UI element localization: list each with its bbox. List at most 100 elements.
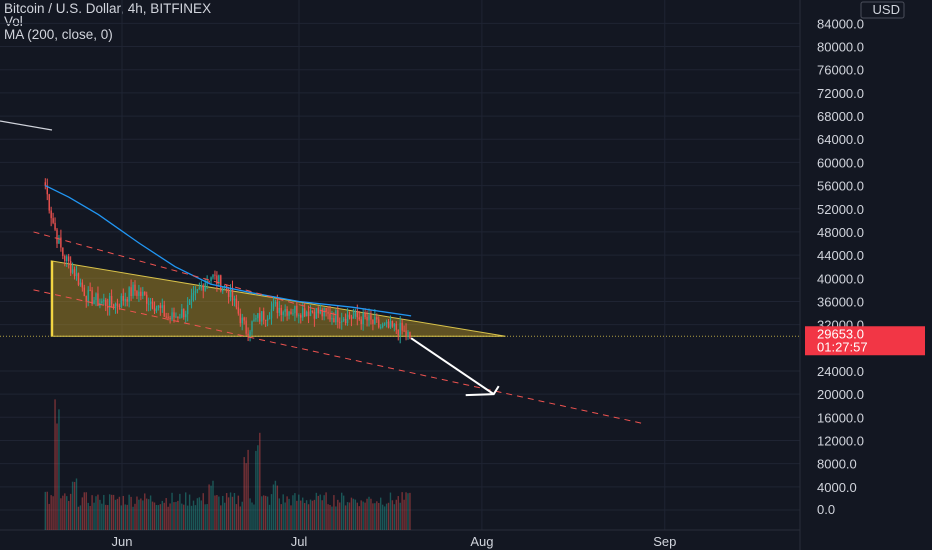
candle-body: [146, 294, 148, 304]
volume-bar: [101, 503, 103, 530]
volume-bar: [354, 499, 357, 530]
candle-body: [313, 311, 316, 319]
candle-body: [331, 318, 333, 320]
candle-body: [268, 318, 271, 320]
candle-body: [368, 315, 370, 321]
volume-bar: [261, 496, 263, 530]
price-tick-label: 56000.0: [817, 179, 864, 194]
volume-bar: [68, 500, 70, 530]
candle-body: [348, 314, 351, 318]
volume-bar: [165, 498, 167, 530]
volume-indicator-label[interactable]: Vol: [4, 14, 23, 29]
volume-bar: [290, 505, 292, 530]
candle-body: [181, 308, 183, 318]
candle-body: [311, 310, 314, 312]
volume-bar: [249, 498, 251, 530]
price-tick-label: 84000.0: [817, 16, 864, 31]
candle-body: [354, 311, 357, 317]
candle-body: [177, 316, 179, 319]
volume-bar: [374, 503, 376, 530]
candle-body: [380, 327, 382, 329]
volume-bar: [204, 504, 206, 530]
bar-countdown: 01:27:57: [817, 339, 868, 354]
volume-bar: [378, 503, 380, 530]
candle-body: [305, 311, 308, 317]
volume-bar: [210, 485, 212, 530]
volume-bar: [341, 492, 343, 530]
candle-body: [337, 310, 339, 323]
candle-body: [389, 321, 392, 328]
symbol-title[interactable]: Bitcoin / U.S. Dollar, 4h, BITFINEX: [4, 1, 212, 16]
currency-label: USD: [873, 2, 900, 17]
volume-bar: [75, 478, 78, 530]
volume-bar: [173, 502, 175, 530]
candle-body: [140, 291, 142, 296]
candle-body: [241, 317, 243, 324]
candle-body: [288, 311, 290, 316]
volume-bar: [329, 504, 331, 530]
volume-bar: [383, 506, 386, 530]
volume-bar: [268, 504, 271, 530]
candle-body: [255, 318, 257, 320]
volume-bar: [342, 495, 345, 530]
volume-bar: [401, 492, 403, 530]
volume-bar: [325, 492, 327, 530]
candle-body: [385, 321, 388, 324]
candle-body: [118, 305, 121, 307]
candle-body: [317, 308, 319, 314]
volume-bar: [319, 494, 321, 530]
volume-bar: [124, 504, 126, 530]
volume-bar: [280, 504, 282, 530]
volume-bar: [134, 503, 136, 530]
volume-bar: [128, 494, 130, 530]
price-tick-label: 4000.0: [817, 480, 857, 495]
candle-body: [216, 275, 218, 285]
candle-body: [360, 319, 362, 325]
price-tick-label: 44000.0: [817, 248, 864, 263]
candle-body: [263, 311, 265, 320]
candle-body: [298, 315, 300, 317]
volume-bar: [294, 493, 296, 530]
volume-bar: [302, 497, 304, 530]
volume-bar: [194, 505, 197, 530]
volume-bar: [196, 498, 199, 530]
volume-bar: [169, 503, 171, 530]
candle-body: [282, 311, 284, 315]
volume-bar: [245, 463, 247, 530]
volume-bar: [130, 496, 132, 530]
volume-bar: [99, 499, 101, 530]
volume-bar: [64, 493, 66, 530]
candle-body: [128, 287, 130, 302]
volume-bar: [122, 495, 124, 530]
volume-bar: [364, 502, 366, 530]
candle-body: [366, 316, 368, 321]
volume-bar: [214, 495, 216, 530]
moving-average-label[interactable]: MA (200, close, 0): [4, 27, 113, 42]
candle-body: [251, 321, 253, 332]
volume-bar: [381, 504, 384, 530]
candle-body: [142, 291, 144, 296]
volume-bar: [288, 498, 290, 530]
candle-body: [300, 315, 302, 318]
volume-bar: [190, 505, 193, 530]
candle-body: [46, 185, 48, 195]
volume-bar: [138, 499, 140, 530]
candle-body: [64, 256, 66, 262]
volume-bar: [60, 498, 62, 530]
candle-body: [341, 320, 343, 323]
volume-bar: [107, 505, 109, 530]
volume-bar: [348, 502, 351, 530]
candle-body: [352, 316, 355, 319]
volume-bar: [235, 504, 238, 530]
candle-body: [409, 332, 411, 339]
candle-body: [120, 295, 123, 307]
candle-body: [89, 289, 91, 291]
volume-bar: [77, 506, 80, 530]
candle-body: [62, 247, 64, 257]
candle-body: [266, 318, 269, 321]
candle-body: [247, 333, 249, 336]
volume-bar: [368, 496, 370, 530]
candle-body: [378, 319, 380, 328]
volume-bar: [153, 502, 156, 530]
